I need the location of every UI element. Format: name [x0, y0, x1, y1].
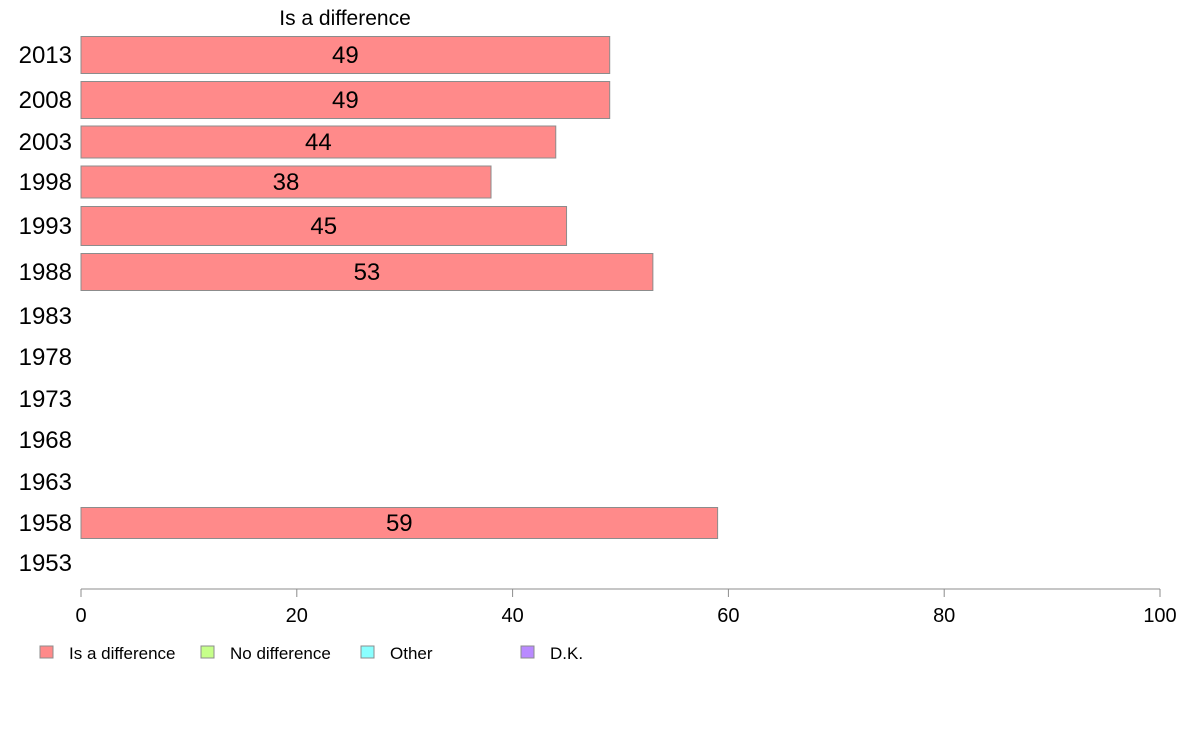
x-tick-label: 20	[286, 605, 308, 627]
y-tick-label: 1953	[19, 550, 72, 577]
bar-data-label: 59	[386, 510, 413, 537]
bar	[80, 81, 611, 119]
legend: Is a difference No difference Other D.K.	[39, 644, 583, 663]
y-axis-labels: 2013 2008 2003 1998 1993 1988 1983 1978 1973 1968…	[19, 42, 72, 577]
bar-data-label: 38	[273, 169, 300, 196]
bar	[80, 507, 719, 539]
legend-item: D.K.	[520, 644, 583, 663]
x-tick-label: 0	[75, 605, 86, 627]
legend-label: Is a difference	[69, 644, 175, 663]
x-tick-label: 40	[501, 605, 523, 627]
legend-label: Other	[390, 644, 433, 663]
legend-item: No difference	[200, 644, 331, 663]
bar	[80, 206, 568, 246]
legend-swatch	[360, 645, 375, 659]
x-tick-label: 100	[1143, 605, 1176, 627]
x-tick-label: 80	[933, 605, 955, 627]
legend-label: No difference	[230, 644, 331, 663]
bar-data-label: 49	[332, 87, 359, 114]
legend-item: Is a difference	[39, 644, 175, 663]
legend-swatch	[200, 645, 215, 659]
y-tick-label: 1983	[19, 303, 72, 330]
bar	[80, 253, 654, 291]
y-tick-label: 1998	[19, 169, 72, 196]
bar	[80, 165, 492, 199]
y-tick-label: 1963	[19, 469, 72, 496]
bar-data-label: 45	[310, 213, 337, 240]
y-tick-label: 2013	[19, 42, 72, 69]
y-tick-label: 1988	[19, 259, 72, 286]
legend-swatch	[39, 645, 54, 659]
bar	[80, 36, 611, 74]
legend-item: Other	[360, 644, 433, 663]
bar-data-label: 49	[332, 42, 359, 69]
y-tick-label: 1978	[19, 344, 72, 371]
bar	[80, 125, 557, 159]
bar-data-label: 44	[305, 129, 332, 156]
y-tick-label: 2003	[19, 129, 72, 156]
legend-label: D.K.	[550, 644, 583, 663]
y-tick-label: 1993	[19, 213, 72, 240]
y-tick-label: 1958	[19, 510, 72, 537]
bar-data-label: 53	[354, 259, 381, 286]
y-tick-label: 1973	[19, 386, 72, 413]
y-tick-label: 1968	[19, 427, 72, 454]
y-tick-label: 2008	[19, 87, 72, 114]
x-tick-label: 60	[717, 605, 739, 627]
chart-title: Is a difference	[279, 7, 411, 30]
x-axis: 0 20 40 60 80 100	[75, 588, 1177, 627]
legend-swatch	[520, 645, 535, 659]
